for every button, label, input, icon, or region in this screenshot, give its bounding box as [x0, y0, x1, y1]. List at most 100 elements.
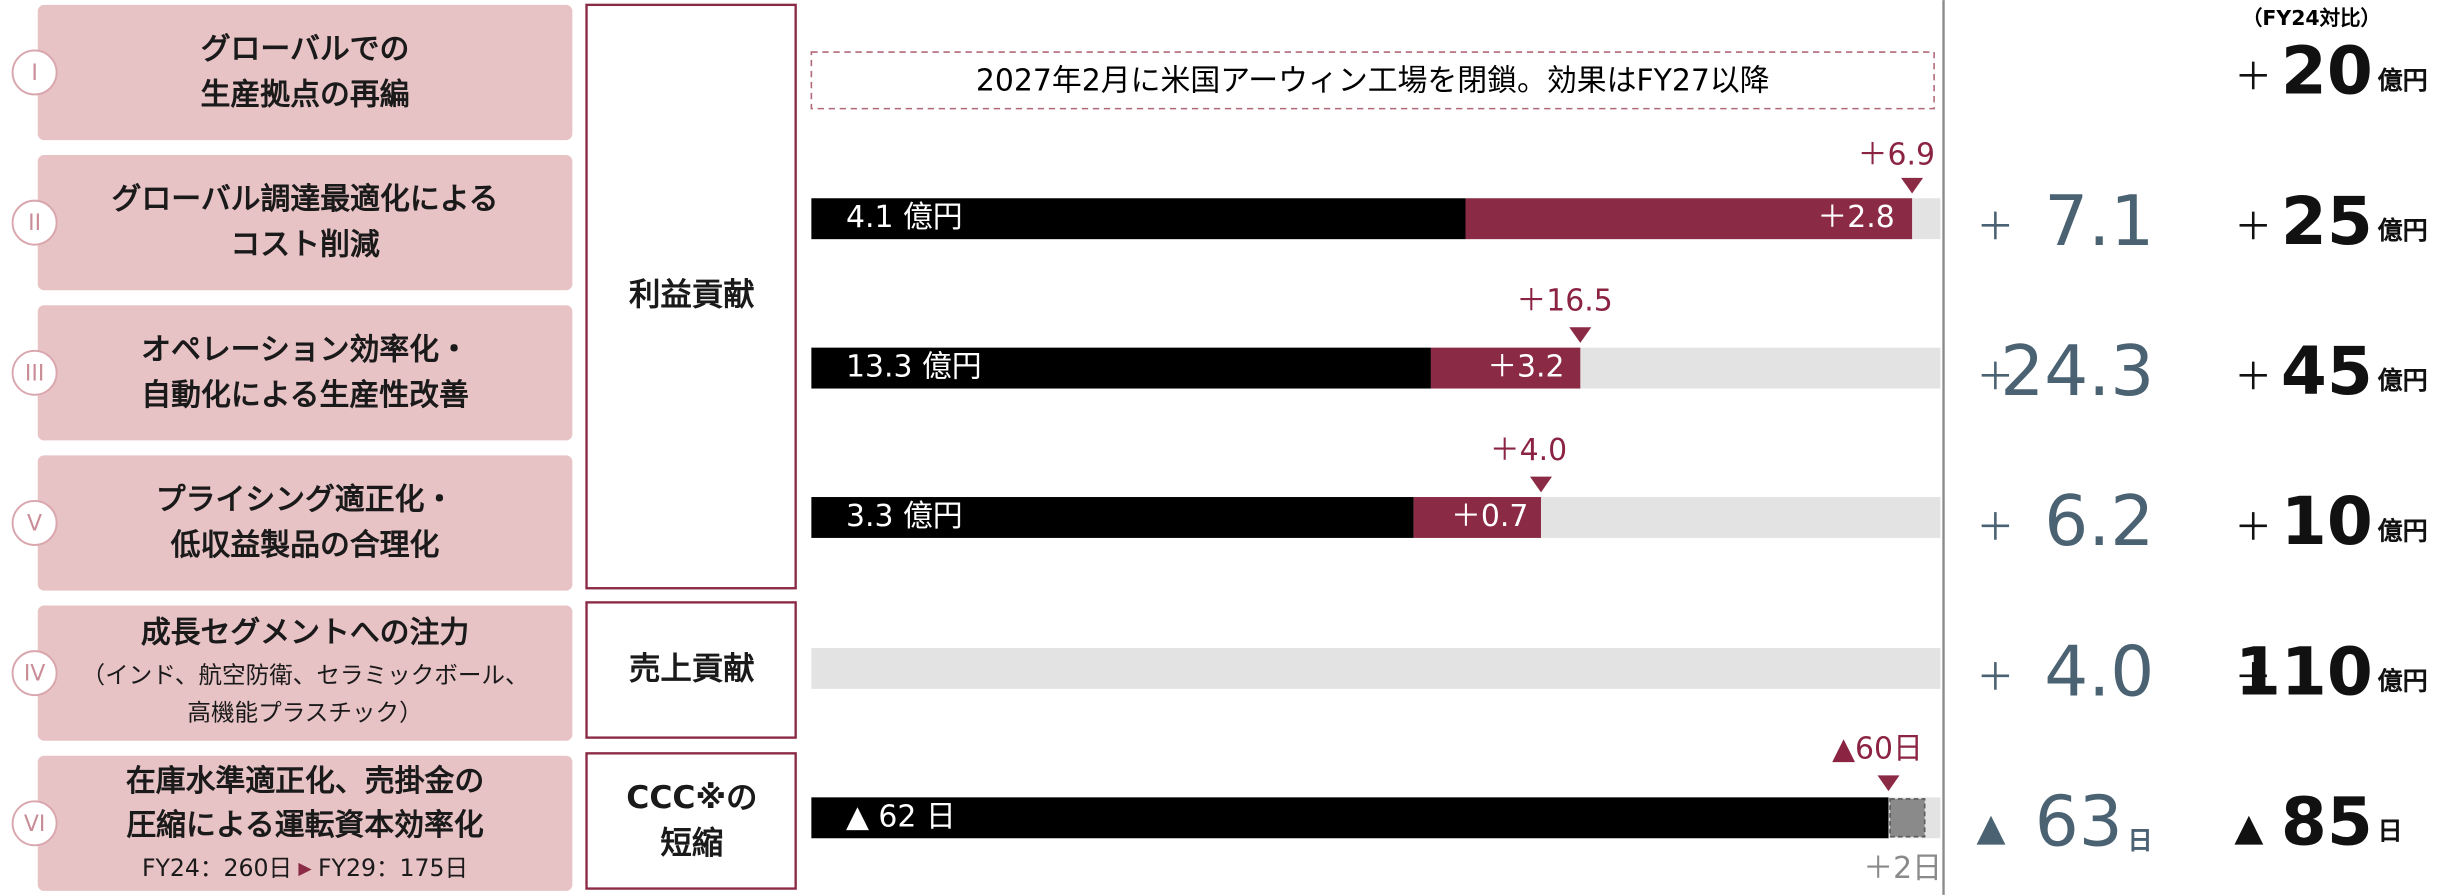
numeral-circle — [11, 49, 58, 96]
row-title: プライシング適正化・ — [156, 482, 455, 517]
banner: 2027年2月に米国アーウィン工場を閉鎖。効果はFY27以降 — [976, 63, 1770, 98]
target-value: 85 — [2281, 784, 2373, 861]
target-value: 110 — [2235, 633, 2373, 710]
bar-add-label: ＋2日 — [1863, 851, 1942, 886]
target-unit: 億円 — [2378, 667, 2428, 696]
target-unit: 億円 — [2378, 216, 2428, 245]
bar-base — [811, 797, 1889, 839]
target-sign: ＋ — [2234, 204, 2272, 248]
bar-base — [811, 198, 1466, 240]
marker — [1901, 177, 1924, 194]
row-title: 圧縮による運転資本効率化 — [126, 808, 484, 843]
row-title: グローバル調達最適化による — [112, 182, 499, 217]
effect-value: 7.1 — [2044, 182, 2154, 262]
row-sub-part: FY29：175日 — [318, 853, 468, 881]
group-box — [585, 601, 797, 739]
bar-add-label: ＋0.7 — [1451, 499, 1528, 534]
row-box — [37, 155, 573, 291]
effect-sign: ▲ — [1977, 805, 2006, 849]
numeral: V — [27, 512, 42, 537]
target-sign: ▲ — [2234, 805, 2263, 849]
row-title: 低収益製品の合理化 — [170, 528, 440, 563]
bar-base-label: 4.1 億円 — [846, 200, 963, 235]
bar-add — [1465, 198, 1913, 240]
target-value: 20 — [2281, 33, 2373, 110]
numeral: II — [28, 211, 41, 236]
target-sign: ＋ — [2234, 54, 2272, 98]
marker-label: ＋6.9 — [1858, 137, 1935, 172]
effect-sign: ＋ — [1977, 204, 2015, 248]
numeral: VI — [24, 812, 46, 837]
target-unit: 億円 — [2378, 366, 2428, 395]
bar-add — [1889, 798, 1926, 838]
target-value: 25 — [2281, 183, 2373, 260]
target-unit: 億円 — [2378, 516, 2428, 545]
marker-label: ＋4.0 — [1490, 433, 1567, 468]
row-title: 成長セグメントへの注力 — [141, 615, 469, 650]
target-value: 45 — [2281, 333, 2373, 410]
marker — [1529, 476, 1552, 493]
target-value: 10 — [2281, 483, 2373, 560]
row-sub: （インド、航空防衛、セラミックボール、 — [82, 661, 529, 689]
target-unit: 日 — [2378, 817, 2403, 846]
row-title: グローバルでの — [201, 32, 410, 67]
numeral-circle — [11, 349, 58, 396]
target-unit: 億円 — [2378, 66, 2428, 95]
row-sub: FY24：260日 ▶ FY29：175日 — [142, 853, 468, 881]
marker — [1569, 327, 1592, 343]
numeral-circle — [11, 500, 58, 546]
row-box — [37, 305, 573, 441]
target-sign: ＋ — [2234, 655, 2272, 699]
bar-base-label: ▲ 62 日 — [846, 799, 956, 834]
row-title: 生産拠点の再編 — [201, 78, 410, 113]
row-title: オペレーション効率化・ — [141, 332, 469, 367]
row-title: 在庫水準適正化、売掛金の — [126, 764, 484, 799]
effect-sign: ＋ — [1977, 505, 2015, 549]
marker-label: ▲60日 — [1832, 732, 1923, 767]
effect-sign: ＋ — [1977, 355, 2015, 399]
effect-value: 63 — [2035, 783, 2123, 863]
numeral: IV — [24, 662, 46, 687]
group-label: CCC※の — [626, 780, 757, 816]
row-box — [37, 4, 573, 141]
row-box — [37, 605, 573, 741]
row-sub: 高機能プラスチック） — [187, 699, 422, 727]
numeral: III — [25, 361, 44, 386]
target-sign: ＋ — [2234, 355, 2272, 399]
numeral-circle — [11, 800, 58, 847]
row-sub-part: FY24：260日 — [142, 853, 292, 881]
bar-add-label: ＋2.8 — [1817, 200, 1894, 235]
group-label: 短縮 — [660, 825, 723, 862]
marker — [1877, 775, 1900, 792]
fy-note: （FY24対比） — [2242, 6, 2381, 30]
bar-base-label: 3.3 億円 — [846, 499, 963, 534]
bar-add — [1413, 497, 1541, 538]
effect-value: 4.0 — [2044, 632, 2154, 712]
bar-base — [811, 497, 1414, 538]
marker-label: ＋16.5 — [1516, 284, 1612, 319]
group-box — [585, 3, 797, 590]
bar-base-label: 13.3 億円 — [846, 350, 982, 385]
bar-add — [1430, 347, 1581, 389]
group-label: 売上貢献 — [629, 651, 755, 687]
row-title: コスト削減 — [230, 228, 379, 263]
bar-base — [811, 347, 1431, 389]
numeral-circle — [11, 199, 58, 246]
effect-sign: ＋ — [1977, 655, 2015, 699]
row-box — [37, 755, 573, 891]
bar-track — [811, 647, 1941, 689]
group-label: 利益貢献 — [629, 277, 755, 313]
row-title: 自動化による生産性改善 — [141, 378, 469, 413]
effect-value: 24.3 — [2000, 332, 2154, 412]
bar-add-label: ＋3.2 — [1487, 350, 1564, 385]
effect-unit: 日 — [2128, 826, 2153, 855]
row-box — [37, 455, 573, 591]
group-box — [585, 752, 797, 890]
banner-box — [810, 51, 1935, 110]
numeral: I — [31, 61, 38, 86]
effect-value: 6.2 — [2044, 482, 2154, 562]
target-sign: ＋ — [2234, 505, 2272, 549]
row-sub-part: ▶ — [298, 859, 312, 879]
numeral-circle — [11, 650, 58, 697]
